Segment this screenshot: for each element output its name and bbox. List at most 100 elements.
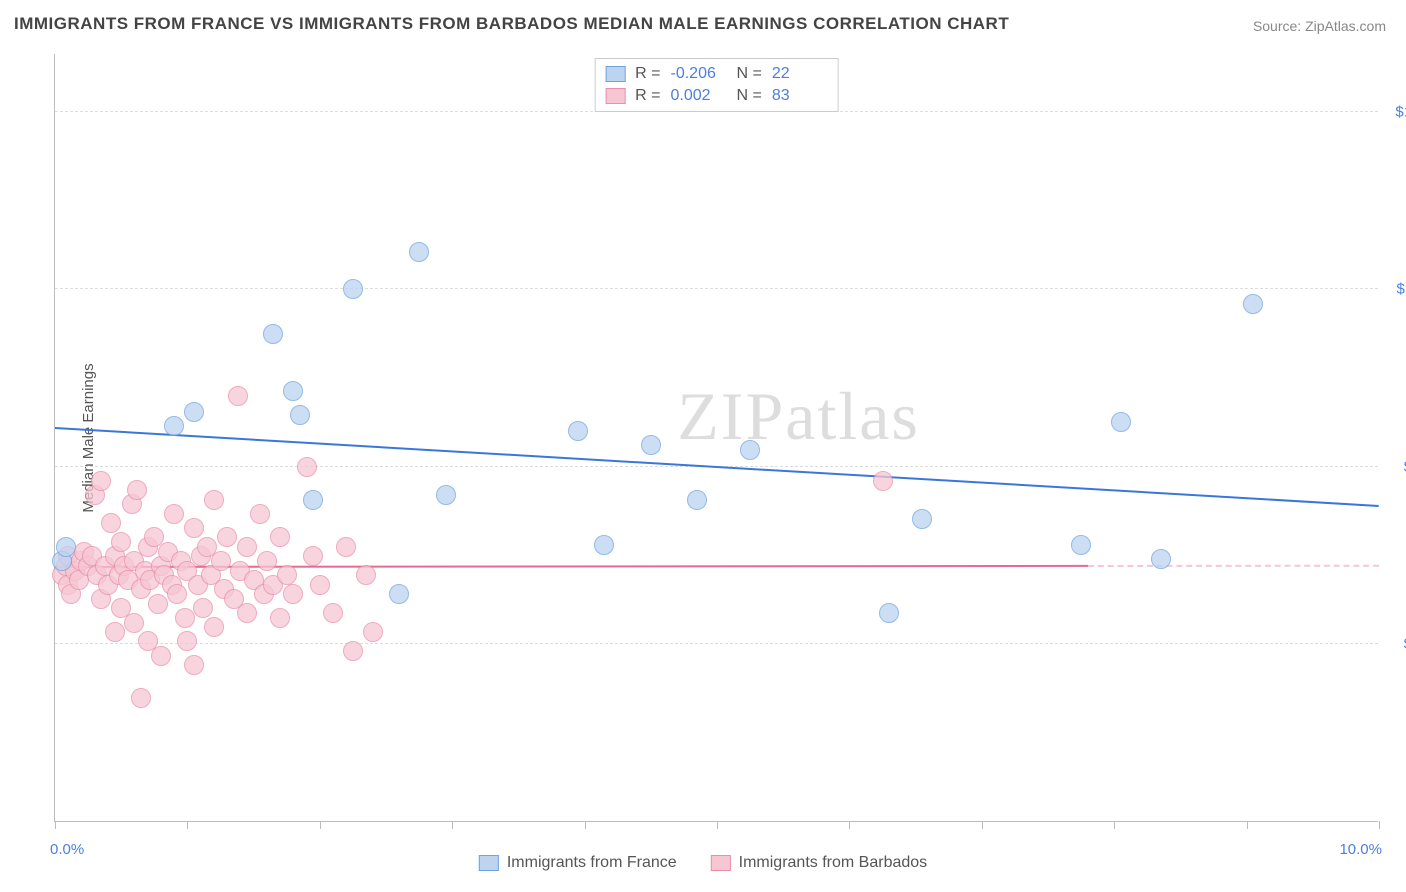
r-label: R =: [635, 65, 660, 83]
x-tick: [452, 821, 453, 829]
r-label: R =: [635, 87, 660, 105]
barbados-point: [151, 646, 171, 666]
france-point: [283, 381, 303, 401]
barbados-point: [257, 551, 277, 571]
france-point: [343, 279, 363, 299]
france-point: [1243, 294, 1263, 314]
source-attribution: Source: ZipAtlas.com: [1253, 18, 1386, 34]
n-value: 22: [772, 65, 828, 83]
barbados-point: [101, 513, 121, 533]
legend-swatch: [711, 855, 731, 871]
barbados-point: [167, 584, 187, 604]
x-tick: [187, 821, 188, 829]
legend-item: Immigrants from Barbados: [711, 854, 928, 872]
france-point: [389, 584, 409, 604]
barbados-point: [323, 603, 343, 623]
y-tick-label: $112,500: [1397, 281, 1406, 298]
france-point: [641, 435, 661, 455]
x-tick: [1247, 821, 1248, 829]
x-tick: [585, 821, 586, 829]
france-point: [687, 490, 707, 510]
france-point: [263, 324, 283, 344]
legend-swatch: [605, 88, 625, 104]
france-point: [594, 535, 614, 555]
x-tick: [982, 821, 983, 829]
legend-row: R = 0.002 N = 83: [605, 85, 828, 107]
barbados-point: [356, 565, 376, 585]
x-tick: [320, 821, 321, 829]
gridline: [55, 643, 1378, 644]
barbados-point: [303, 546, 323, 566]
legend-label: Immigrants from France: [507, 854, 677, 872]
legend-item: Immigrants from France: [479, 854, 677, 872]
barbados-point: [111, 532, 131, 552]
barbados-point: [283, 584, 303, 604]
plot-region: ZIPatlas R =-0.206N =22R =0.002N =83 $37…: [54, 54, 1378, 822]
x-tick: [1379, 821, 1380, 829]
n-label: N =: [737, 65, 762, 83]
barbados-point: [363, 622, 383, 642]
x-tick: [1114, 821, 1115, 829]
barbados-point: [105, 622, 125, 642]
barbados-point: [250, 504, 270, 524]
legend-swatch: [479, 855, 499, 871]
france-point: [1111, 412, 1131, 432]
france-point: [879, 603, 899, 623]
france-point: [290, 405, 310, 425]
france-point: [740, 440, 760, 460]
barbados-point: [297, 457, 317, 477]
barbados-point: [343, 641, 363, 661]
barbados-point: [277, 565, 297, 585]
barbados-point: [270, 527, 290, 547]
correlation-legend: R =-0.206N =22R =0.002N =83: [594, 58, 839, 112]
chart-title: IMMIGRANTS FROM FRANCE VS IMMIGRANTS FRO…: [14, 14, 1009, 34]
barbados-point: [211, 551, 231, 571]
x-tick: [55, 821, 56, 829]
series-legend: Immigrants from France Immigrants from Ba…: [479, 854, 927, 872]
france-point: [912, 509, 932, 529]
y-tick-label: $150,000: [1395, 104, 1406, 121]
france-point: [1071, 535, 1091, 555]
barbados-point: [148, 594, 168, 614]
france-point: [1151, 549, 1171, 569]
legend-label: Immigrants from Barbados: [739, 854, 928, 872]
barbados-point: [204, 617, 224, 637]
legend-row: R =-0.206N =22: [605, 63, 828, 85]
legend-swatch: [605, 66, 625, 82]
r-value: 0.002: [671, 87, 727, 105]
barbados-point: [228, 386, 248, 406]
barbados-point: [873, 471, 893, 491]
barbados-point: [131, 688, 151, 708]
barbados-point: [310, 575, 330, 595]
n-value: 83: [772, 87, 828, 105]
france-point: [409, 242, 429, 262]
trend-line: [1088, 565, 1379, 567]
barbados-point: [193, 598, 213, 618]
france-point: [184, 402, 204, 422]
france-point: [56, 537, 76, 557]
barbados-point: [270, 608, 290, 628]
france-point: [303, 490, 323, 510]
x-axis-min-label: 0.0%: [50, 841, 84, 858]
barbados-point: [127, 480, 147, 500]
france-point: [164, 416, 184, 436]
barbados-point: [217, 527, 237, 547]
barbados-point: [237, 603, 257, 623]
n-label: N =: [737, 87, 762, 105]
x-axis-max-label: 10.0%: [1339, 841, 1382, 858]
barbados-point: [175, 608, 195, 628]
barbados-point: [204, 490, 224, 510]
watermark: ZIPatlas: [677, 377, 920, 456]
barbados-point: [164, 504, 184, 524]
trend-line: [55, 427, 1379, 507]
barbados-point: [91, 471, 111, 491]
france-point: [436, 485, 456, 505]
france-point: [568, 421, 588, 441]
barbados-point: [124, 613, 144, 633]
barbados-point: [237, 537, 257, 557]
gridline: [55, 288, 1378, 289]
barbados-point: [336, 537, 356, 557]
barbados-point: [184, 655, 204, 675]
x-tick: [849, 821, 850, 829]
x-tick: [717, 821, 718, 829]
